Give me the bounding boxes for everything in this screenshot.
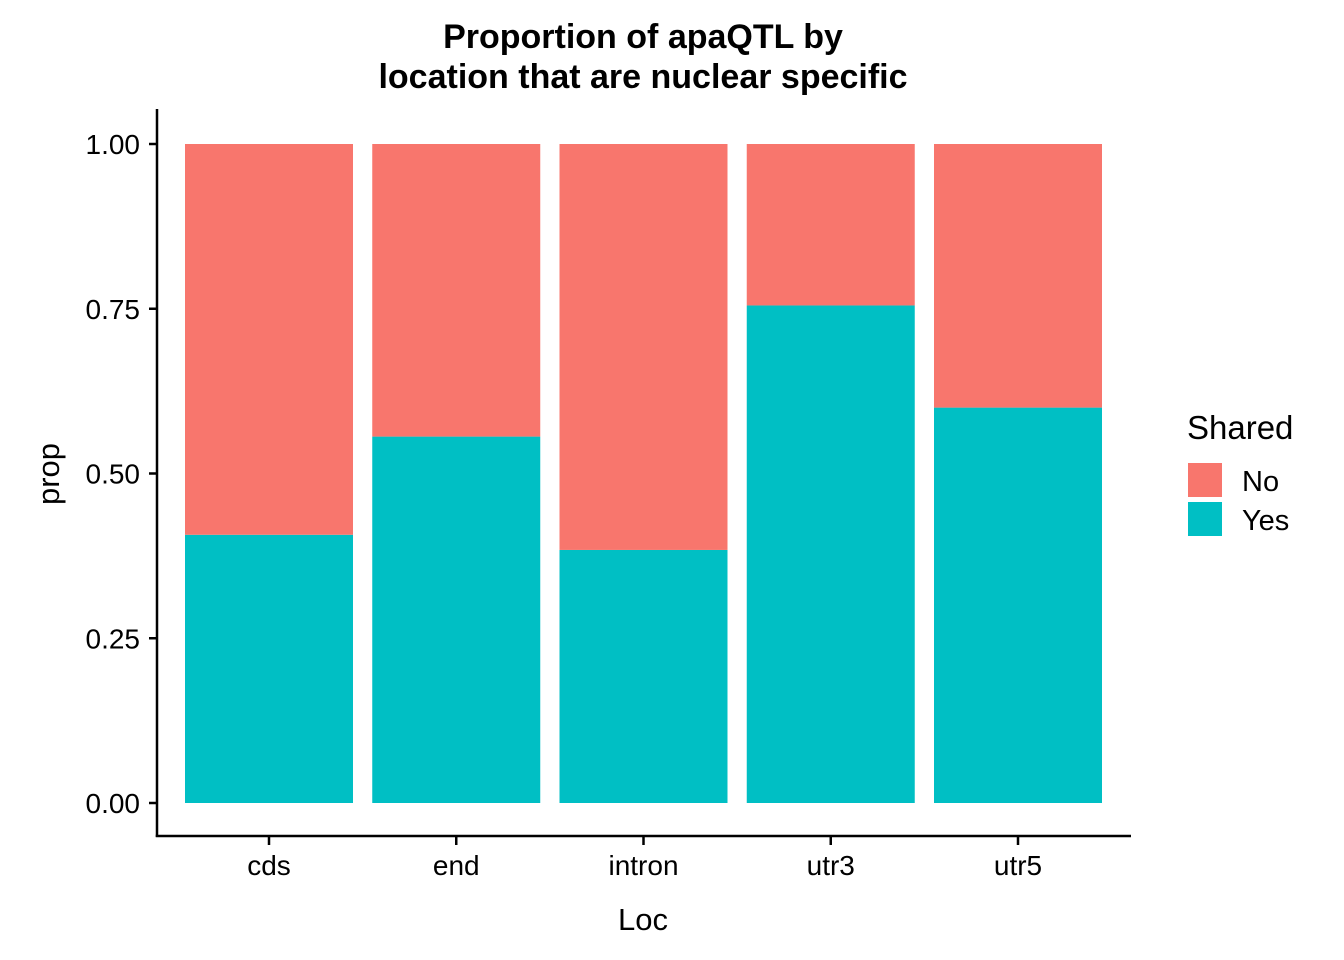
legend-label-yes: Yes xyxy=(1242,505,1289,537)
bar-cds-yes xyxy=(185,534,353,803)
y-tick-label: 1.00 xyxy=(86,129,141,160)
bar-end-no xyxy=(372,144,541,437)
x-axis-ticks: cds end intron utr3 utr5 xyxy=(247,836,1042,881)
x-axis-title: Loc xyxy=(618,902,668,937)
x-tick-label-utr3: utr3 xyxy=(807,850,855,881)
bar-utr3-yes xyxy=(746,305,915,803)
legend-swatch-yes xyxy=(1188,502,1222,536)
y-tick-label: 0.25 xyxy=(86,623,141,654)
x-tick-label-intron: intron xyxy=(608,850,678,881)
x-tick-label-cds: cds xyxy=(247,850,291,881)
legend-title: Shared xyxy=(1187,409,1293,446)
chart-title-line-2: location that are nuclear specific xyxy=(378,58,907,96)
bar-utr5-yes xyxy=(934,407,1102,803)
bar-utr3-no xyxy=(746,144,915,306)
bar-intron-yes xyxy=(559,549,728,803)
legend-swatch-no xyxy=(1188,463,1222,497)
bar-intron-no xyxy=(559,144,728,550)
legend-label-no: No xyxy=(1242,466,1279,498)
bar-cds-no xyxy=(185,144,353,535)
y-tick-label: 0.50 xyxy=(86,459,141,490)
bars-group xyxy=(185,144,1102,803)
chart-title-line-1: Proportion of apaQTL by xyxy=(443,18,843,56)
y-axis-ticks: 0.00 0.25 0.50 0.75 1.00 xyxy=(86,129,157,819)
y-tick-label: 0.00 xyxy=(86,788,141,819)
bar-end-yes xyxy=(372,436,541,803)
legend: Shared No Yes xyxy=(1187,409,1293,537)
x-tick-label-end: end xyxy=(433,850,480,881)
y-tick-label: 0.75 xyxy=(86,294,141,325)
bar-utr5-no xyxy=(934,144,1102,408)
y-axis-title: prop xyxy=(31,443,66,505)
x-tick-label-utr5: utr5 xyxy=(994,850,1042,881)
